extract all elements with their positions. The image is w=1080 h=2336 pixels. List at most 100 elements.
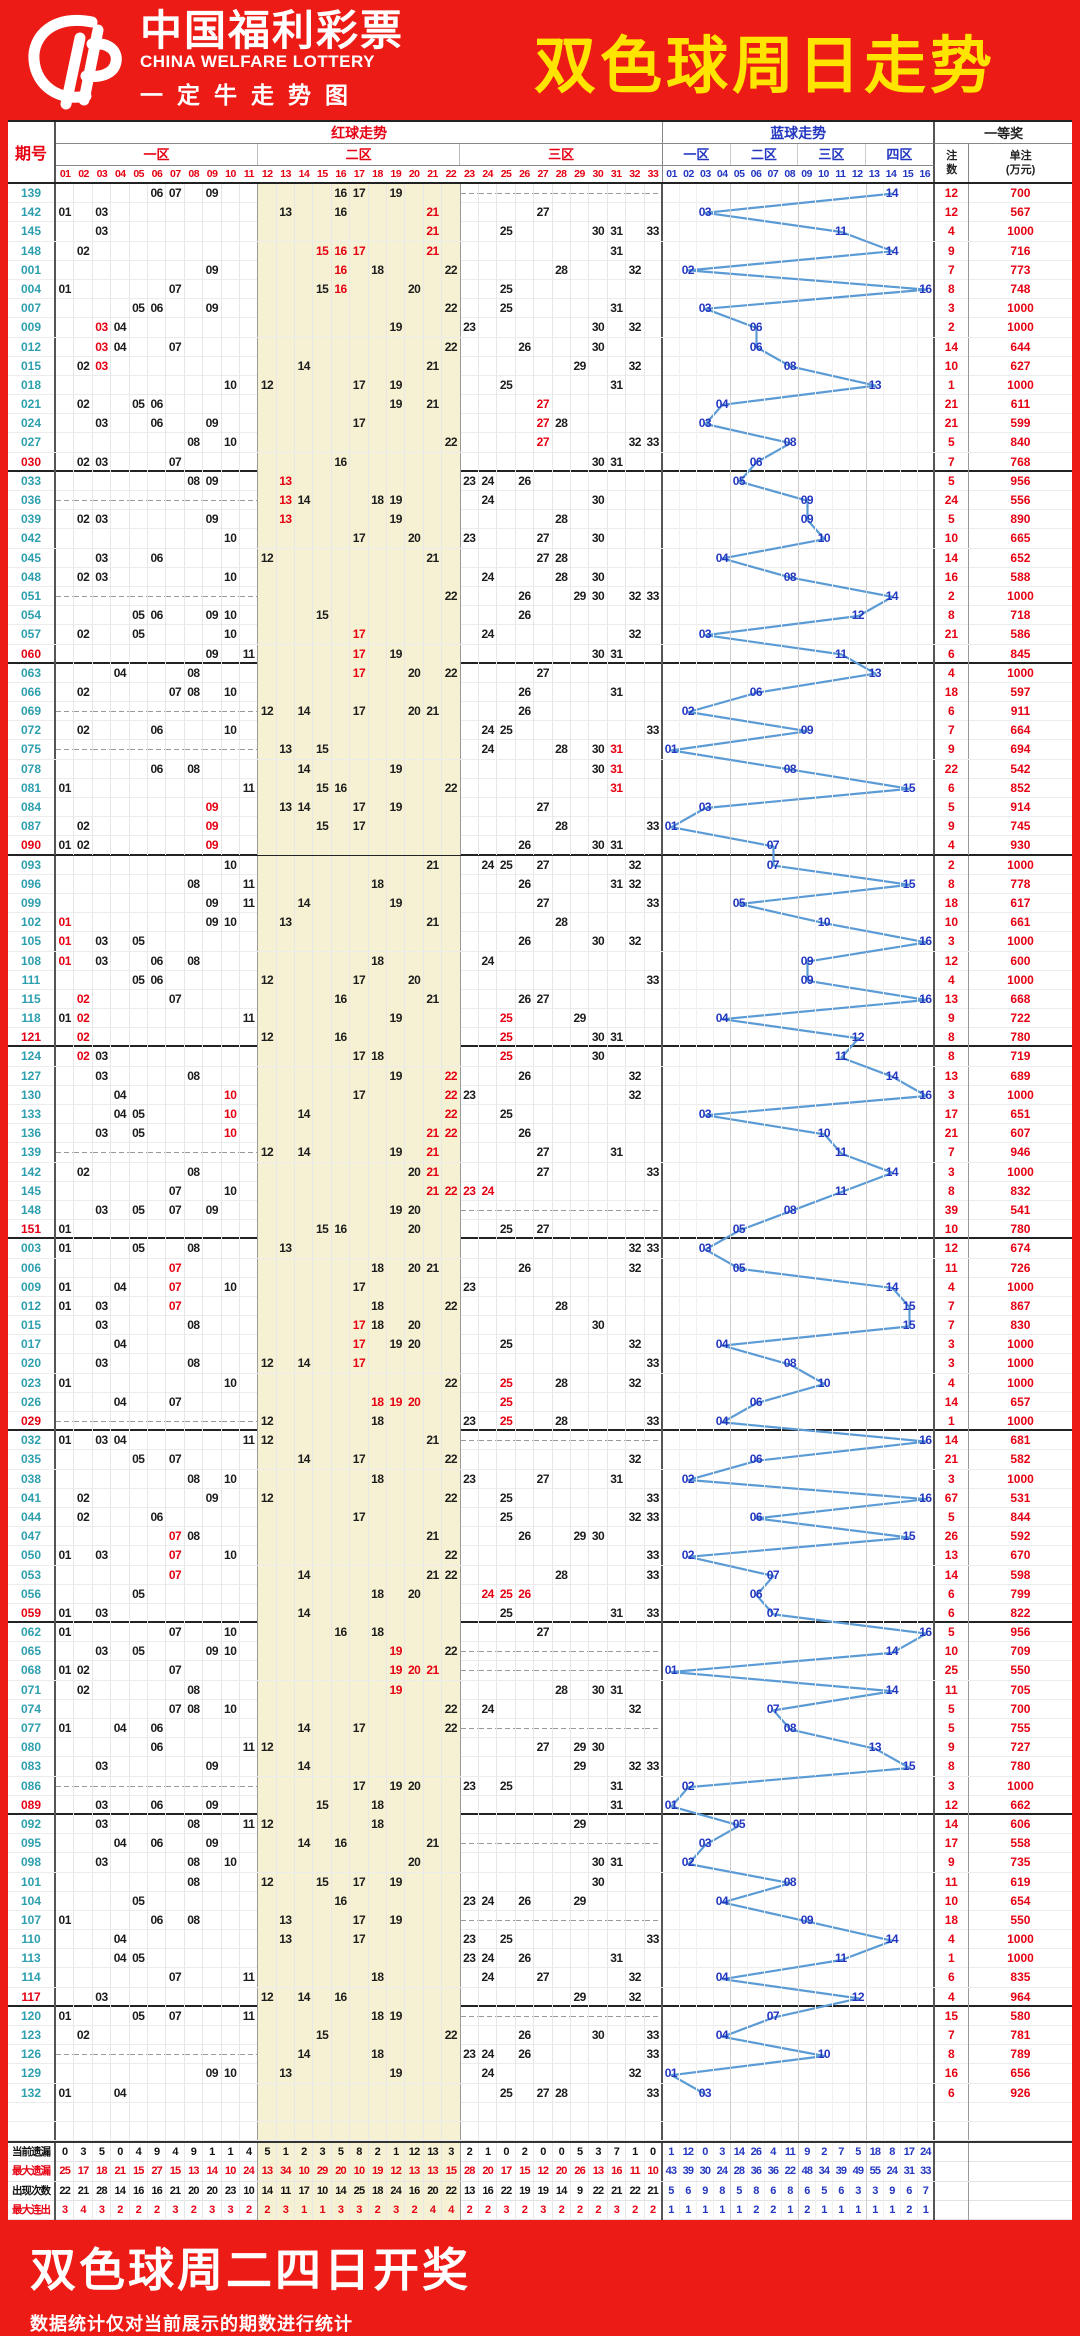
red-grid-cell: [130, 778, 148, 798]
red-grid-cell: [645, 529, 663, 549]
blue-grid-cell: [918, 1373, 935, 1393]
prize-count: 17: [935, 1105, 969, 1124]
red-grid-cell: [295, 1373, 314, 1393]
blue-grid-cell: [663, 491, 680, 510]
blue-grid-cell: [697, 1930, 714, 1950]
red-grid-cell: [130, 414, 148, 434]
period-cell: 093: [8, 855, 56, 875]
prize-amount: 600: [1010, 953, 1031, 968]
blue-grid-cell: [748, 989, 765, 1009]
red-grid-cell: [240, 279, 259, 299]
prize-count: 9: [935, 241, 969, 261]
red-grid-cell: [93, 1910, 112, 1930]
red-grid-cell: [185, 721, 204, 741]
red-ball: 19: [387, 375, 406, 395]
blue-grid-cell: [731, 932, 748, 952]
red-ball: 17: [350, 644, 369, 664]
red-grid-cell: [74, 1354, 93, 1374]
blue-grid-cell: [901, 1565, 918, 1585]
red-grid-cell: [387, 874, 406, 894]
blue-grid-cell: [901, 1181, 918, 1201]
red-grid-cell: [203, 1373, 222, 1393]
red-ball: 05: [130, 932, 148, 952]
blue-grid-cell: [748, 836, 765, 856]
red-ball: 25: [497, 855, 516, 875]
blue-grid-cell: [680, 1335, 697, 1355]
blue-grid-cell: [731, 1776, 748, 1796]
red-grid-cell: [74, 702, 93, 722]
blue-grid-cell: [748, 874, 765, 894]
red-grid-cell: [111, 491, 130, 510]
red-grid-cell: [516, 203, 535, 223]
period-cell: 057: [8, 625, 56, 645]
red-grid-cell: [111, 702, 130, 722]
blue-grid-cell: [714, 1546, 731, 1566]
blue-grid-cell: [697, 1200, 714, 1220]
red-grid-cell: [479, 1392, 498, 1412]
red-grid-cell: [276, 433, 296, 453]
blue-grid-cell: [663, 1488, 680, 1508]
trend-row: 039 02 03 09 13 19 28 09 5 890: [8, 510, 1072, 530]
first-prize-header: 一等奖: [935, 122, 1072, 144]
red-grid-cell: [331, 1009, 351, 1029]
blue-grid-cell: [782, 241, 799, 261]
blue-grid-cell: [850, 452, 867, 472]
red-grid-cell: [608, 1488, 627, 1508]
red-grid-cell: [93, 836, 112, 856]
red-grid-cell: [184, 491, 204, 510]
red-grid-cell: [461, 817, 479, 837]
blue-grid-cell: [782, 1910, 799, 1930]
red-ball: 21: [423, 702, 443, 722]
red-grid-cell: [589, 510, 608, 530]
red-grid-cell: [350, 1834, 369, 1854]
red-col-header: 04: [114, 168, 126, 180]
red-grid-cell: [185, 1488, 204, 1508]
red-grid-cell: [644, 1661, 663, 1681]
red-grid-cell: [203, 1623, 222, 1643]
blue-grid-cell: [816, 1699, 833, 1719]
red-grid-cell: [516, 1469, 535, 1489]
red-grid-cell: [258, 1162, 277, 1182]
red-ball: 04: [111, 1105, 130, 1124]
blue-grid-cell: [918, 702, 935, 722]
red-grid-cell: [258, 1949, 277, 1969]
red-grid-cell: [461, 798, 479, 817]
red-ball: 03: [93, 222, 112, 242]
red-grid-cell: [295, 1930, 314, 1950]
red-grid-cell: [350, 1220, 369, 1240]
period-cell: 113: [8, 1949, 56, 1969]
red-grid-cell: [497, 318, 516, 338]
red-grid-cell: [222, 299, 240, 319]
red-grid-cell: [222, 1200, 240, 1220]
blue-grid-cell: [901, 1143, 918, 1163]
blue-grid-cell: [748, 1124, 765, 1144]
blue-grid-cell: [918, 1296, 935, 1316]
blue-grid-cell: [697, 222, 714, 242]
red-grid-cell: [350, 1028, 369, 1048]
blue-grid-cell: [731, 1181, 748, 1201]
red-grid-cell: [571, 817, 590, 837]
red-ball: 20: [405, 663, 424, 683]
red-grid-cell: [185, 1834, 204, 1854]
red-grid-cell: [497, 893, 516, 913]
blue-grid-cell: [850, 510, 867, 530]
red-grid-cell: [130, 1431, 148, 1451]
red-grid-cell: [571, 1162, 590, 1182]
red-ball: 30: [589, 932, 608, 952]
blue-grid-cell: [782, 260, 799, 280]
blue-grid-cell: [731, 1910, 748, 1930]
red-grid-cell: [626, 1872, 645, 1892]
blue-grid-cell: [663, 1757, 680, 1777]
red-ball: 16: [331, 260, 351, 280]
red-grid-cell: [570, 1431, 590, 1451]
red-ball: 08: [185, 663, 204, 683]
red-ball: 19: [387, 644, 406, 664]
red-grid-cell: [553, 1872, 571, 1892]
red-grid-cell: [534, 1872, 553, 1892]
red-grid-cell: [607, 184, 627, 203]
red-grid-cell: [461, 1814, 479, 1834]
red-grid-cell: [185, 1795, 204, 1815]
red-grid-cell: [571, 260, 590, 280]
blue-grid-cell: [663, 1162, 680, 1182]
red-grid-cell: [313, 855, 332, 875]
